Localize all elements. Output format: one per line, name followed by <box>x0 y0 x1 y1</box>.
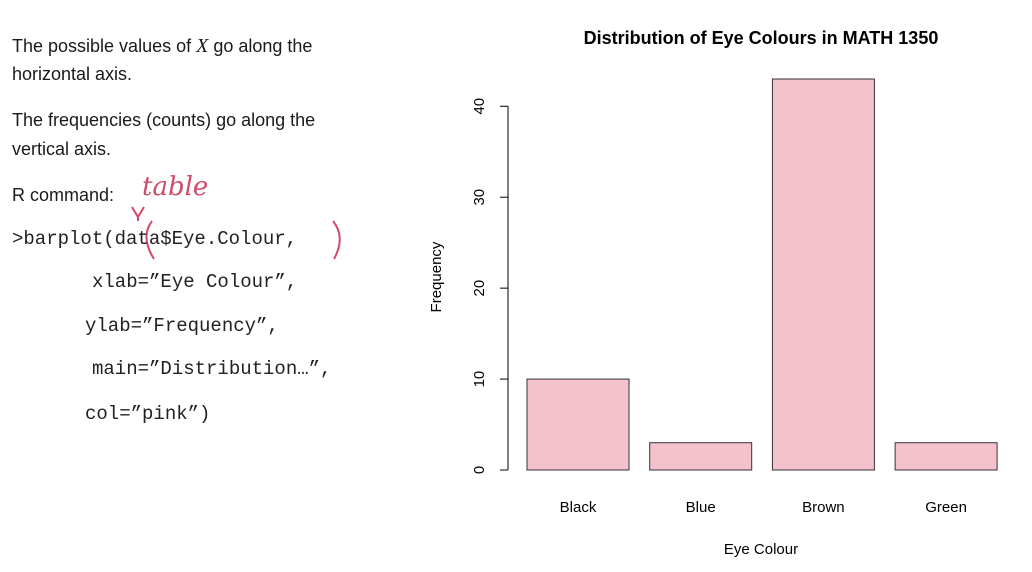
note-line-2: horizontal axis. <box>12 64 133 84</box>
note-line-1-pre: The possible values of <box>12 36 197 56</box>
bar-brown <box>771 78 875 471</box>
note-line-1: The possible values of X go along the <box>12 35 312 58</box>
note-line-4: vertical axis. <box>12 139 112 159</box>
bar-green <box>894 442 998 471</box>
chart-title: Distribution of Eye Colours in MATH 1350 <box>584 28 939 48</box>
y-tick-label: 40 <box>471 98 488 115</box>
x-tick-label-black: Black <box>560 499 597 516</box>
x-axis-label: Eye Colour <box>724 541 798 558</box>
bar-blue <box>649 442 753 471</box>
x-tick-label-green: Green <box>925 499 967 516</box>
handwritten-table-note: table <box>142 172 209 202</box>
note-line-1-post: go along the <box>208 36 313 56</box>
handwritten-caret-mark <box>131 206 145 221</box>
y-axis-label: Frequency <box>428 241 445 312</box>
x-tick-labels: Black Blue Brown Green <box>560 499 967 516</box>
y-tick-label: 10 <box>471 371 488 388</box>
y-tick-label: 0 <box>471 466 488 474</box>
cmd-main-line: main=”Distribution…”, <box>92 358 332 380</box>
r-command-label: R command: <box>12 185 115 205</box>
bar-black <box>526 378 630 471</box>
handwritten-brackets <box>131 206 341 260</box>
cmd-ylab-line: ylab=”Frequency”, <box>85 315 279 337</box>
y-axis: 0 10 20 30 40 <box>471 98 509 474</box>
cmd-col-line: col=”pink”) <box>85 403 211 425</box>
bars-group <box>526 78 998 471</box>
cmd-xlab-line: xlab=”Eye Colour”, <box>92 271 298 293</box>
x-tick-label-blue: Blue <box>686 499 716 516</box>
x-tick-label-brown: Brown <box>802 499 845 516</box>
note-line-3: The frequencies (counts) go along the <box>12 110 316 130</box>
handwritten-close-paren <box>332 220 341 260</box>
variable-x: X <box>196 35 209 57</box>
y-tick-label: 20 <box>471 280 488 297</box>
handwritten-open-paren <box>145 220 155 260</box>
y-tick-label: 30 <box>471 189 488 206</box>
cmd-barplot-line: >barplot(data$Eye.Colour, <box>12 228 298 250</box>
